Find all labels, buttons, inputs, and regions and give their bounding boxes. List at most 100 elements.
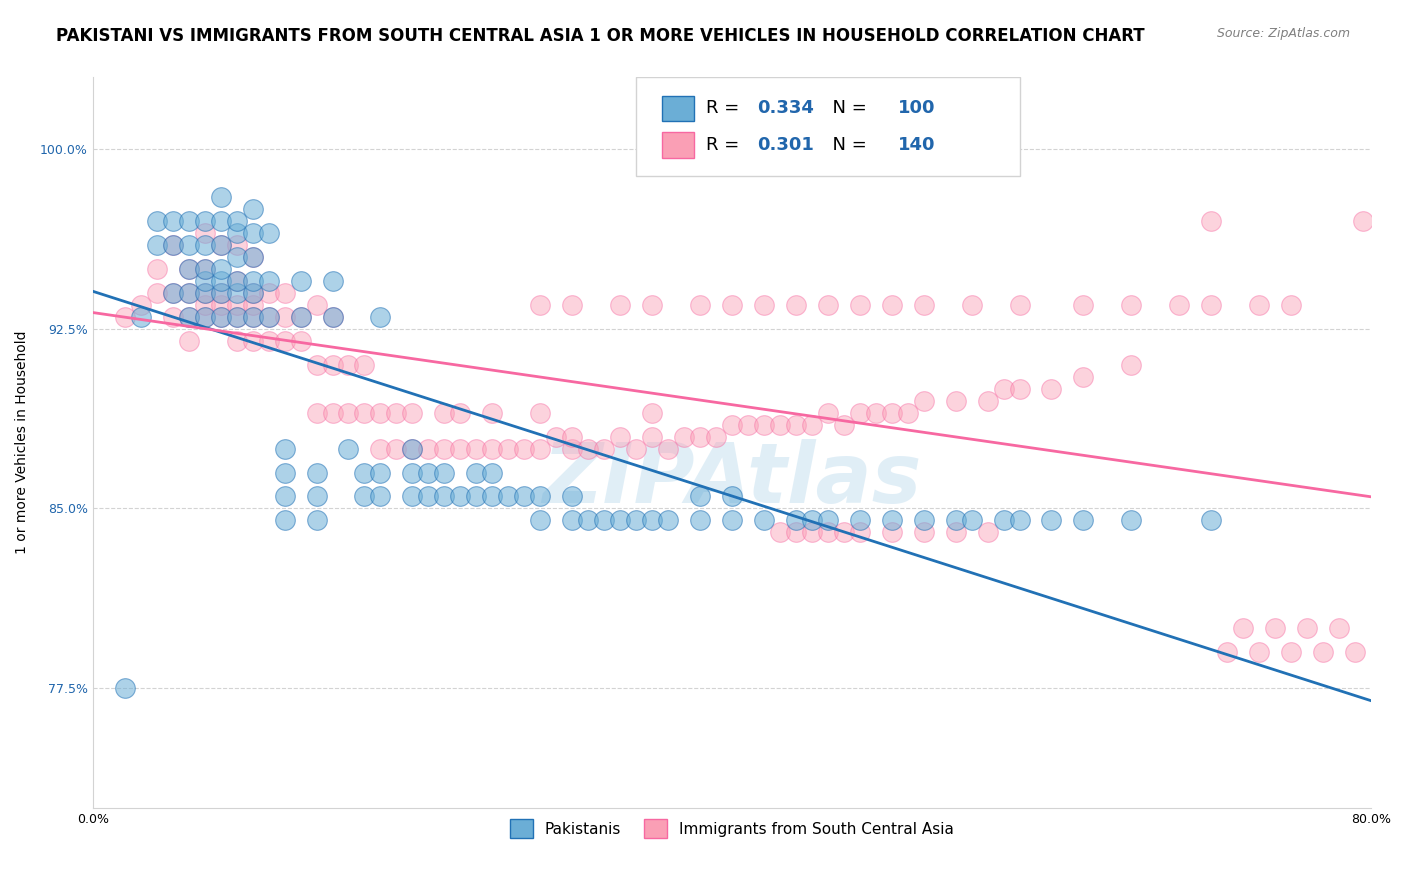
Point: [242, 274, 264, 288]
Point: [177, 334, 200, 348]
Point: [273, 310, 295, 324]
Point: [880, 513, 903, 527]
Point: [848, 513, 870, 527]
Point: [1168, 298, 1191, 312]
Point: [321, 358, 343, 372]
Point: [273, 442, 295, 456]
Point: [976, 525, 998, 540]
Text: 0.334: 0.334: [758, 99, 814, 117]
Point: [242, 285, 264, 300]
Point: [449, 406, 471, 420]
Point: [785, 525, 807, 540]
Point: [561, 442, 583, 456]
Point: [624, 513, 647, 527]
Point: [817, 406, 839, 420]
Point: [209, 190, 232, 204]
Point: [337, 442, 360, 456]
Point: [880, 406, 903, 420]
Point: [865, 406, 887, 420]
Point: [353, 358, 375, 372]
Point: [305, 406, 328, 420]
Point: [1249, 298, 1271, 312]
Point: [912, 525, 935, 540]
Point: [641, 406, 664, 420]
Point: [209, 298, 232, 312]
Point: [1008, 298, 1031, 312]
Text: N =: N =: [821, 99, 873, 117]
Point: [321, 274, 343, 288]
Point: [546, 429, 568, 443]
Point: [529, 490, 551, 504]
Point: [1351, 214, 1374, 228]
Point: [129, 310, 152, 324]
Point: [449, 490, 471, 504]
Point: [370, 310, 392, 324]
Point: [257, 310, 280, 324]
Point: [465, 466, 488, 480]
Point: [960, 513, 983, 527]
Point: [817, 525, 839, 540]
Point: [162, 310, 184, 324]
Point: [401, 406, 423, 420]
Point: [337, 358, 360, 372]
Point: [912, 513, 935, 527]
Point: [672, 429, 695, 443]
Point: [1199, 298, 1222, 312]
Point: [1327, 621, 1350, 635]
Point: [737, 417, 759, 432]
Point: [305, 490, 328, 504]
Point: [209, 285, 232, 300]
Point: [800, 525, 823, 540]
Point: [817, 513, 839, 527]
Point: [162, 238, 184, 252]
Point: [225, 298, 247, 312]
Point: [832, 525, 855, 540]
Point: [273, 466, 295, 480]
Point: [273, 285, 295, 300]
Point: [385, 406, 408, 420]
Point: [209, 310, 232, 324]
Point: [1312, 645, 1334, 659]
Point: [1199, 513, 1222, 527]
Point: [194, 262, 217, 277]
Point: [513, 442, 536, 456]
Point: [242, 250, 264, 264]
Point: [657, 442, 679, 456]
Text: 100: 100: [898, 99, 935, 117]
Point: [689, 513, 711, 527]
Point: [242, 202, 264, 216]
Point: [449, 442, 471, 456]
Point: [576, 442, 599, 456]
Point: [561, 429, 583, 443]
Point: [481, 466, 503, 480]
Point: [418, 442, 440, 456]
Point: [945, 393, 967, 408]
Point: [209, 285, 232, 300]
Point: [273, 490, 295, 504]
Point: [1121, 513, 1143, 527]
Point: [194, 285, 217, 300]
Point: [1232, 621, 1254, 635]
Point: [657, 513, 679, 527]
Text: Source: ZipAtlas.com: Source: ZipAtlas.com: [1216, 27, 1350, 40]
Point: [209, 214, 232, 228]
Point: [721, 417, 744, 432]
Point: [721, 513, 744, 527]
Point: [225, 226, 247, 240]
Point: [242, 310, 264, 324]
Point: [225, 238, 247, 252]
Point: [1073, 513, 1095, 527]
FancyBboxPatch shape: [662, 95, 693, 121]
Point: [242, 285, 264, 300]
Point: [529, 442, 551, 456]
Point: [576, 513, 599, 527]
Point: [1279, 645, 1302, 659]
Text: PAKISTANI VS IMMIGRANTS FROM SOUTH CENTRAL ASIA 1 OR MORE VEHICLES IN HOUSEHOLD : PAKISTANI VS IMMIGRANTS FROM SOUTH CENTR…: [56, 27, 1144, 45]
Point: [1073, 369, 1095, 384]
Point: [689, 298, 711, 312]
Text: 140: 140: [898, 136, 935, 153]
Point: [465, 442, 488, 456]
Legend: Pakistanis, Immigrants from South Central Asia: Pakistanis, Immigrants from South Centra…: [503, 814, 960, 844]
Point: [1121, 358, 1143, 372]
Point: [433, 466, 456, 480]
